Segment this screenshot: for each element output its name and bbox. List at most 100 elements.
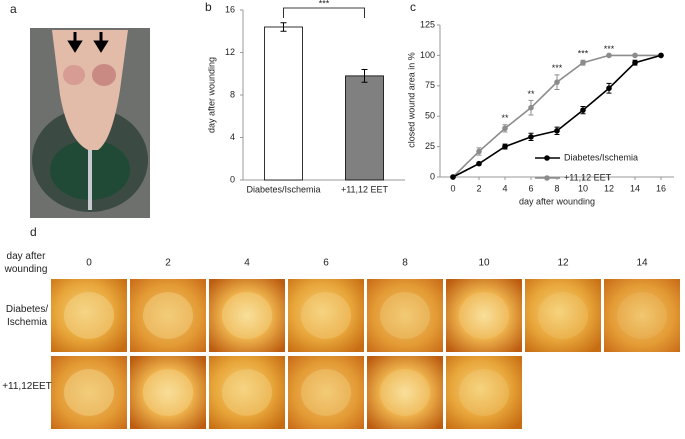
significance-label: ** bbox=[527, 89, 535, 99]
photo-bg bbox=[367, 356, 443, 429]
x-tick-label: 10 bbox=[578, 183, 588, 193]
legend-marker bbox=[544, 175, 550, 181]
significance-label: *** bbox=[578, 49, 589, 59]
point bbox=[632, 59, 638, 66]
photo-bg bbox=[209, 356, 285, 429]
y-tick-label: 75 bbox=[425, 80, 435, 90]
x-tick-label: 16 bbox=[656, 183, 666, 193]
x-tick-label: 0 bbox=[450, 183, 455, 193]
column-label: 10 bbox=[478, 258, 490, 269]
photo-bg bbox=[525, 279, 601, 352]
significance-bracket bbox=[283, 7, 365, 18]
significance-label: *** bbox=[319, 0, 330, 8]
wound-photo bbox=[446, 356, 522, 429]
x-tick-label: 6 bbox=[528, 183, 533, 193]
wound-photo bbox=[130, 356, 206, 429]
row-label: Diabetes/ Ischemia bbox=[5, 303, 49, 328]
point bbox=[502, 125, 508, 132]
photo-mouse bbox=[30, 28, 150, 218]
error-bar bbox=[361, 69, 368, 83]
y-tick-label: 125 bbox=[420, 19, 435, 29]
wound-photo bbox=[446, 279, 522, 352]
photo-bg bbox=[288, 356, 364, 429]
point bbox=[450, 174, 456, 180]
x-tick-label: 8 bbox=[554, 183, 559, 193]
x-tick-label: 2 bbox=[476, 183, 481, 193]
photo-bg bbox=[130, 279, 206, 352]
column-label: 4 bbox=[244, 258, 250, 269]
wound-photo bbox=[367, 356, 443, 429]
y-axis-label: day after wounding bbox=[206, 57, 216, 133]
wound-area bbox=[221, 369, 273, 416]
photo-bg bbox=[51, 356, 127, 429]
y-tick-label: 16 bbox=[225, 4, 235, 14]
y-tick-label: 8 bbox=[230, 89, 235, 99]
column-label: 8 bbox=[402, 258, 408, 269]
y-tick-label: 50 bbox=[425, 111, 435, 121]
wound-area bbox=[300, 292, 352, 339]
photo-bg bbox=[288, 279, 364, 352]
panel-label: a bbox=[10, 2, 17, 16]
photo-bg bbox=[209, 279, 285, 352]
wound-area bbox=[379, 292, 431, 339]
significance-label: ** bbox=[501, 113, 509, 123]
point bbox=[476, 160, 482, 167]
wound-area bbox=[63, 292, 115, 339]
wound-area bbox=[221, 292, 273, 339]
point bbox=[476, 148, 482, 155]
wound-area bbox=[458, 292, 510, 339]
photo-bg bbox=[446, 356, 522, 429]
x-axis-label: day after wounding bbox=[519, 196, 595, 206]
point bbox=[606, 52, 612, 59]
photo-bg bbox=[130, 356, 206, 429]
legend-marker bbox=[544, 155, 550, 161]
y-axis-label: closed wound area in % bbox=[406, 52, 416, 148]
y-tick-label: 0 bbox=[430, 171, 435, 181]
error-bar-line bbox=[280, 22, 287, 32]
wound-photo bbox=[51, 356, 127, 429]
photo-bg bbox=[367, 279, 443, 352]
wound-photo bbox=[209, 279, 285, 352]
bar bbox=[345, 75, 384, 181]
column-label: 6 bbox=[323, 258, 329, 269]
point bbox=[606, 85, 612, 92]
point bbox=[580, 59, 586, 66]
point bbox=[528, 134, 534, 140]
x-tick-label: 4 bbox=[502, 183, 507, 193]
wound-area bbox=[379, 369, 431, 416]
point bbox=[632, 52, 638, 59]
panel-label: d bbox=[30, 225, 37, 239]
wound-photo bbox=[51, 279, 127, 352]
significance-label: *** bbox=[552, 63, 563, 73]
photo-bg bbox=[446, 279, 522, 352]
wound-area bbox=[458, 369, 510, 416]
panel-label: c bbox=[410, 0, 416, 14]
x-tick-label: 12 bbox=[604, 183, 614, 193]
column-label: 0 bbox=[86, 258, 92, 269]
wound-area bbox=[616, 292, 668, 339]
point bbox=[502, 143, 508, 150]
bar bbox=[264, 26, 303, 181]
wound-area bbox=[63, 369, 115, 416]
photo-bg bbox=[604, 279, 680, 352]
error-bar-line bbox=[361, 69, 368, 83]
legend-label: +11,12 EET bbox=[564, 172, 612, 182]
legend-label: Diabetes/Ischemia bbox=[564, 152, 638, 162]
y-tick-label: 100 bbox=[420, 50, 435, 60]
wound-photo bbox=[604, 279, 680, 352]
y-tick-label: 12 bbox=[225, 47, 235, 57]
wound-photo bbox=[130, 279, 206, 352]
point bbox=[528, 104, 534, 111]
wound-photo bbox=[525, 279, 601, 352]
wound-area bbox=[300, 369, 352, 416]
wound-photo bbox=[209, 356, 285, 429]
wound-area bbox=[537, 292, 589, 339]
column-label: 12 bbox=[557, 258, 569, 269]
point bbox=[554, 79, 560, 85]
error-bar bbox=[280, 22, 287, 32]
wound-photo bbox=[288, 356, 364, 429]
wound-area bbox=[142, 369, 194, 416]
point bbox=[580, 107, 586, 113]
